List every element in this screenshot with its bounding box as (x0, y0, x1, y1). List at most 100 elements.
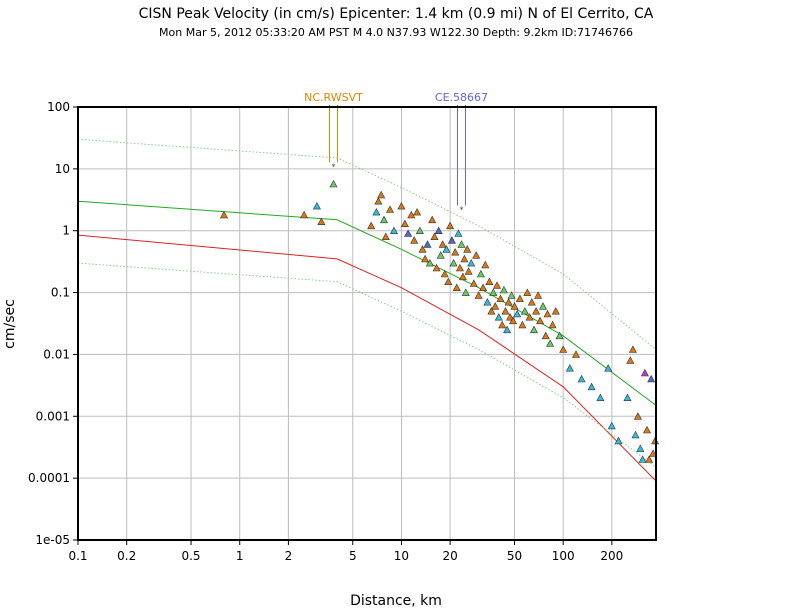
data-point-triangle (461, 288, 470, 296)
data-point-triangle (413, 207, 422, 216)
data-point-triangle (454, 229, 463, 237)
data-point-triangle (496, 294, 505, 302)
data-point-triangle (636, 444, 645, 452)
data-point-triangle (485, 277, 494, 286)
data-point-triangle (626, 356, 635, 364)
data-point-triangle (312, 201, 321, 210)
plot-frame (77, 106, 657, 541)
data-point-triangle (219, 210, 229, 219)
data-point-triangle (504, 298, 513, 306)
data-point-triangle (555, 331, 564, 340)
attenuation-curve (77, 234, 657, 482)
y-tick-label: 100 (47, 100, 70, 114)
data-point-triangle (458, 272, 467, 281)
data-point-triangle (407, 210, 416, 219)
data-point-triangle (571, 350, 581, 358)
data-point-triangle (436, 251, 445, 259)
attenuation-curve (77, 200, 657, 406)
data-point-triangle (418, 245, 427, 253)
data-point-triangle (479, 283, 488, 292)
data-point-triangle (434, 226, 443, 234)
data-point-triangle (329, 179, 338, 188)
data-point-triangle (515, 294, 524, 302)
data-point-triangle (559, 345, 568, 353)
data-point-triangle (404, 229, 413, 237)
data-point-triangle (645, 455, 654, 463)
x-tick-label: 10 (394, 549, 409, 563)
data-point-triangle (449, 258, 458, 267)
data-point-triangle (518, 320, 527, 329)
data-point-triangle (442, 245, 451, 253)
data-point-triangle (367, 221, 376, 230)
data-point-triangle (379, 215, 389, 224)
data-point-triangle (432, 263, 441, 272)
data-point-triangle (538, 302, 548, 310)
data-point-triangle (503, 325, 512, 334)
data-point-triangle (474, 291, 483, 299)
data-point-triangle (489, 288, 498, 296)
data-point-triangle (481, 260, 490, 269)
data-point-triangle (529, 325, 539, 334)
data-point-triangle (452, 283, 461, 292)
data-point-triangle (451, 248, 460, 256)
data-point-triangle (397, 201, 406, 210)
x-tick-label: 100 (552, 549, 575, 563)
data-point-triangle (520, 307, 529, 315)
data-point-triangle (460, 254, 469, 263)
data-point-triangle (423, 240, 432, 248)
data-point-triangle (385, 205, 395, 213)
data-point-triangle (510, 302, 519, 310)
data-point-triangle (491, 302, 500, 310)
y-axis-label: cm/sec (2, 299, 18, 349)
x-tick-label: 5 (349, 549, 357, 563)
y-tick-label: 1 (62, 224, 70, 238)
data-point-triangle (463, 245, 472, 253)
data-point-triangle (623, 393, 632, 402)
chart-title: CISN Peak Velocity (in cm/s) Epicenter: … (139, 6, 654, 22)
y-tick-label: 0.01 (43, 347, 70, 361)
station-label: CE.58667 (435, 91, 488, 104)
grid (77, 106, 656, 541)
data-point-triangle (604, 364, 613, 372)
data-point-triangle (300, 210, 309, 219)
x-axis-label: Distance, km (350, 593, 442, 609)
station-star-marker: * (331, 162, 335, 171)
data-point-triangle (381, 232, 390, 240)
data-point-triangle (513, 309, 522, 318)
station-markers: NC.RWSVT * CE.58667 * (304, 91, 488, 215)
x-tick-label: 20 (442, 549, 457, 563)
data-point-triangle (476, 269, 485, 278)
data-point-triangle (374, 197, 383, 205)
x-tick-label: 0.2 (117, 549, 136, 563)
y-tick-label: 0.001 (36, 409, 70, 423)
data-point-triangle (640, 368, 649, 377)
data-point-triangle (532, 307, 541, 315)
attenuation-curves (77, 138, 657, 482)
data-point-triangle (534, 291, 543, 299)
x-tick-label: 1 (236, 549, 244, 563)
data-point-triangle (536, 316, 545, 325)
data-point-triangle (492, 281, 502, 289)
data-point-triangle (642, 425, 652, 434)
attenuation-curve (77, 262, 657, 468)
data-point-triangle (577, 374, 586, 383)
data-point-triangle (455, 263, 464, 272)
data-point-triangle (607, 421, 616, 430)
data-point-triangle (430, 232, 439, 240)
data-point-triangle (596, 393, 605, 402)
data-point-triangle (464, 267, 473, 275)
data-point-triangle (410, 236, 419, 244)
data-point-triangle (494, 313, 503, 321)
data-point-triangle (523, 288, 532, 296)
data-point-triangle (472, 251, 481, 259)
data-point-triangle (415, 226, 424, 234)
data-point-triangle (631, 430, 640, 439)
data-point-triangle (551, 307, 560, 315)
data-point-triangle (506, 313, 515, 321)
data-point-triangle (509, 316, 518, 325)
data-point-triangle (421, 254, 430, 263)
data-point-triangle (546, 339, 555, 347)
data-point-triangle (647, 374, 656, 383)
